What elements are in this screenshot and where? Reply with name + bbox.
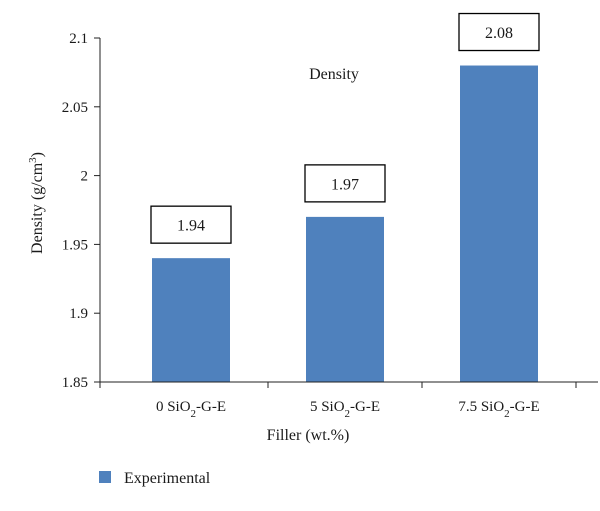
x-tick-label: 7.5 SiO2-G-E — [458, 399, 539, 420]
x-tick-label-subscript: 2 — [345, 408, 351, 420]
x-tick-label-suffix: -G-E — [350, 399, 380, 415]
data-label-box-3 — [458, 12, 540, 52]
x-tick-label-text: 0 SiO — [156, 399, 191, 415]
y-tick-label: 1.85 — [62, 375, 88, 391]
legend-swatch-experimental — [99, 471, 111, 483]
y-tick-label: 2 — [81, 169, 89, 185]
legend: Experimental — [99, 470, 211, 487]
x-tick-label: 5 SiO2-G-E — [310, 399, 380, 420]
y-tick-label: 1.95 — [62, 237, 88, 253]
y-axis-title-main: Density (g/cm — [29, 162, 46, 254]
x-tick-label-subscript: 2 — [191, 408, 197, 420]
data-label-1: 1.94 — [177, 218, 205, 235]
data-label-2: 1.97 — [331, 176, 359, 193]
x-tick-label-suffix: -G-E — [510, 399, 540, 415]
y-axis-title-end: ) — [29, 152, 46, 157]
data-label-3: 2.08 — [485, 25, 513, 42]
y-tick-label: 1.9 — [69, 306, 88, 322]
x-axis-title: Filler (wt.%) — [267, 427, 350, 444]
chart-title: Density — [309, 66, 359, 83]
bar-1 — [152, 258, 230, 382]
y-axis-title: Density (g/cm3) — [27, 152, 46, 254]
bar-3 — [460, 65, 538, 383]
legend-label-experimental: Experimental — [124, 470, 211, 487]
data-label-box-1 — [150, 205, 232, 244]
x-tick-label-subscript: 2 — [504, 408, 510, 420]
bar-2 — [306, 216, 384, 382]
x-tick-label-suffix: -G-E — [196, 399, 226, 415]
y-tick-label: 2.1 — [69, 31, 88, 47]
x-tick-label: 0 SiO2-G-E — [156, 399, 226, 420]
x-tick-label-text: 5 SiO — [310, 399, 345, 415]
data-label-box-2 — [304, 164, 386, 203]
x-tick-label-text: 7.5 SiO — [458, 399, 504, 415]
y-tick-label: 2.05 — [62, 100, 88, 116]
y-axis-title-superscript: 3 — [27, 157, 39, 163]
